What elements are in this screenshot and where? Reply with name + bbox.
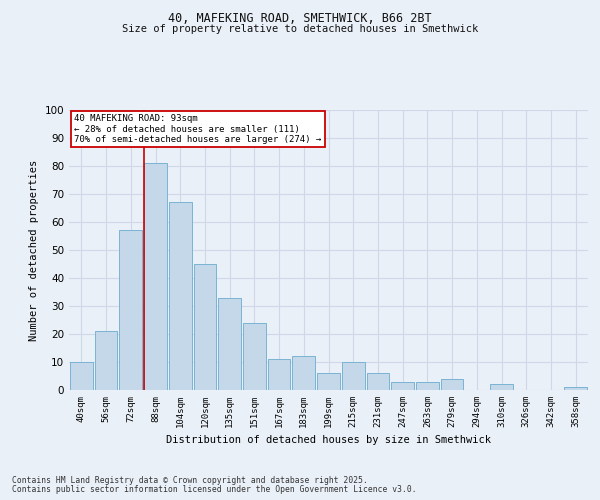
Bar: [391, 382, 414, 390]
Bar: [416, 382, 439, 390]
Text: 40, MAFEKING ROAD, SMETHWICK, B66 2BT: 40, MAFEKING ROAD, SMETHWICK, B66 2BT: [168, 12, 432, 26]
X-axis label: Distribution of detached houses by size in Smethwick: Distribution of detached houses by size …: [166, 436, 491, 446]
Bar: [95, 331, 118, 390]
Bar: [441, 379, 463, 390]
Bar: [268, 359, 290, 390]
Y-axis label: Number of detached properties: Number of detached properties: [29, 160, 39, 340]
Bar: [218, 298, 241, 390]
Bar: [564, 387, 587, 390]
Bar: [367, 373, 389, 390]
Text: Contains HM Land Registry data © Crown copyright and database right 2025.: Contains HM Land Registry data © Crown c…: [12, 476, 368, 485]
Bar: [70, 362, 93, 390]
Text: Contains public sector information licensed under the Open Government Licence v3: Contains public sector information licen…: [12, 485, 416, 494]
Text: Size of property relative to detached houses in Smethwick: Size of property relative to detached ho…: [122, 24, 478, 34]
Bar: [342, 362, 365, 390]
Bar: [292, 356, 315, 390]
Bar: [317, 373, 340, 390]
Bar: [119, 230, 142, 390]
Bar: [194, 264, 216, 390]
Text: 40 MAFEKING ROAD: 93sqm
← 28% of detached houses are smaller (111)
70% of semi-d: 40 MAFEKING ROAD: 93sqm ← 28% of detache…: [74, 114, 322, 144]
Bar: [169, 202, 191, 390]
Bar: [490, 384, 513, 390]
Bar: [144, 163, 167, 390]
Bar: [243, 323, 266, 390]
